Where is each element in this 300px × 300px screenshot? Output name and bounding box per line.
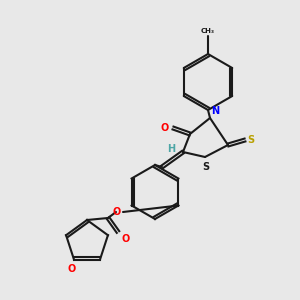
- Text: S: S: [247, 135, 254, 145]
- Text: O: O: [113, 207, 121, 217]
- Text: H: H: [167, 144, 175, 154]
- Text: O: O: [161, 123, 169, 133]
- Text: S: S: [202, 162, 210, 172]
- Text: O: O: [121, 234, 129, 244]
- Text: CH₃: CH₃: [201, 28, 215, 34]
- Text: N: N: [211, 106, 219, 116]
- Text: O: O: [68, 264, 76, 274]
